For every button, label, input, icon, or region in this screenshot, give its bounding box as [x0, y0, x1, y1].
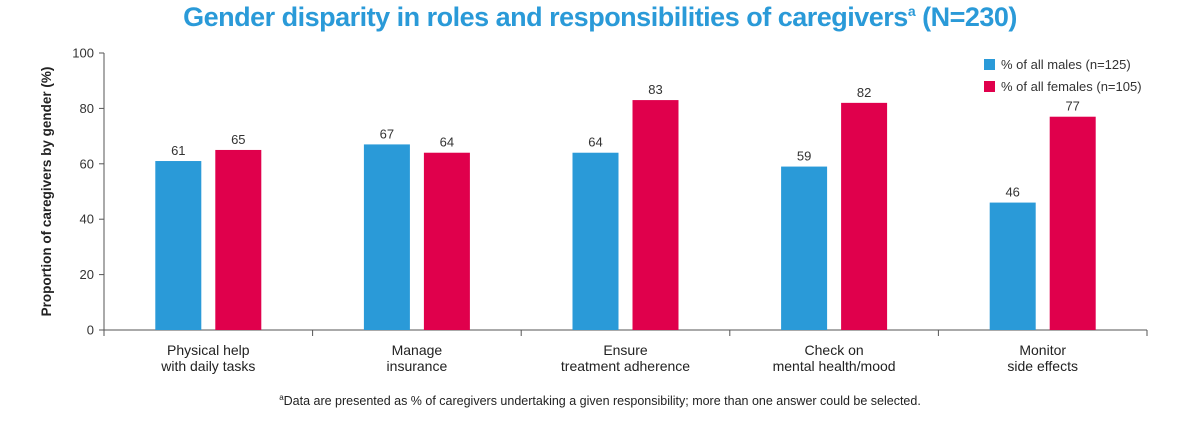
- chart-title-main: Gender disparity in roles and responsibi…: [183, 2, 908, 32]
- bar-females-4: [1049, 116, 1096, 331]
- legend-swatch-males: [984, 58, 995, 70]
- bar-males-1: [363, 144, 410, 330]
- x-category-label-4-line-1: side effects: [1007, 358, 1078, 374]
- bar-males-2: [572, 152, 619, 330]
- chart-title-suffix: (N=230): [915, 2, 1017, 32]
- x-category-label-1-line-1: insurance: [387, 358, 448, 374]
- bar-males-0: [155, 161, 202, 330]
- x-category-label-3-line-1: mental health/mood: [773, 358, 896, 374]
- y-tick-label: 40: [80, 212, 94, 227]
- chart-title-superscript: a: [907, 3, 916, 19]
- y-tick-label: 100: [72, 46, 94, 61]
- y-tick-label: 60: [80, 156, 94, 171]
- bar-females-3: [841, 102, 888, 330]
- legend-swatch-females: [984, 80, 995, 92]
- data-label-females-1: 64: [440, 135, 454, 150]
- legend: % of all males (n=125) % of all females …: [984, 53, 1142, 97]
- data-label-females-2: 83: [648, 82, 662, 97]
- data-label-females-0: 65: [231, 132, 245, 147]
- bar-females-2: [632, 100, 679, 330]
- x-category-label-1-line-0: Manage: [392, 342, 443, 358]
- x-category-label-4-line-0: Monitor: [1019, 342, 1066, 358]
- data-label-females-3: 82: [857, 85, 871, 100]
- y-tick-label: 20: [80, 267, 94, 282]
- footnote: aData are presented as % of caregivers u…: [0, 393, 1200, 408]
- y-tick-label: 0: [87, 323, 94, 338]
- legend-label-males: % of all males (n=125): [1001, 56, 1131, 72]
- x-category-label-3-line-0: Check on: [805, 342, 864, 358]
- x-category-label-2-line-0: Ensure: [603, 342, 648, 358]
- bar-females-1: [423, 152, 470, 330]
- data-label-males-3: 59: [797, 149, 811, 164]
- x-category-label-0-line-0: Physical help: [167, 342, 250, 358]
- chart-title: Gender disparity in roles and responsibi…: [0, 2, 1200, 33]
- bar-males-3: [781, 166, 828, 330]
- legend-label-females: % of all females (n=105): [1001, 78, 1142, 94]
- legend-item-males: % of all males (n=125): [984, 53, 1142, 75]
- data-label-males-2: 64: [588, 135, 602, 150]
- x-category-label-0-line-1: with daily tasks: [160, 358, 255, 374]
- data-label-males-0: 61: [171, 143, 185, 158]
- y-axis-label: Proportion of caregivers by gender (%): [39, 67, 54, 317]
- bar-females-0: [215, 149, 262, 330]
- data-label-males-1: 67: [380, 126, 394, 141]
- y-tick-label: 80: [80, 101, 94, 116]
- legend-item-females: % of all females (n=105): [984, 75, 1142, 97]
- data-label-females-4: 77: [1065, 99, 1079, 114]
- x-category-label-2-line-1: treatment adherence: [561, 358, 690, 374]
- data-label-males-4: 46: [1005, 185, 1019, 200]
- footnote-text: Data are presented as % of caregivers un…: [283, 394, 921, 408]
- footnote-marker: a: [279, 393, 284, 402]
- bar-males-4: [989, 202, 1036, 330]
